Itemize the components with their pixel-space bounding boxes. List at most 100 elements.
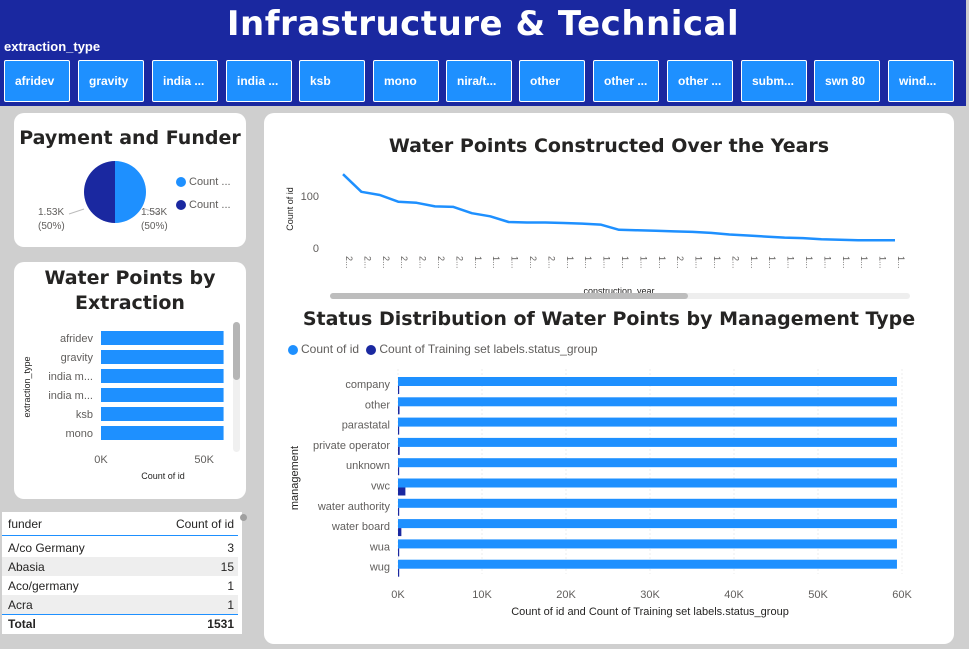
funder-table: funder Count of id A/co Germany 3 Abasia 1… [2, 512, 247, 634]
status-category-label: parastatal [342, 420, 390, 432]
extraction-bar[interactable] [101, 388, 224, 402]
slicer-button[interactable]: india ... [226, 60, 292, 102]
years-series-line[interactable] [342, 173, 895, 242]
status-bar-status-group[interactable] [398, 426, 400, 435]
status-bar-count-id[interactable] [398, 397, 897, 407]
slicer-button[interactable]: other ... [667, 60, 733, 102]
status-bar-status-group[interactable] [398, 467, 400, 476]
status-bar-status-group[interactable] [398, 487, 406, 496]
slicer-button[interactable]: ksb [299, 60, 365, 102]
status-bar-status-group[interactable] [398, 507, 400, 516]
years-x-tick: 2... [362, 256, 372, 269]
status-x-tick: 0K [391, 589, 405, 601]
status-category-label: wug [369, 562, 390, 574]
pie-slice[interactable] [115, 161, 146, 223]
extraction-category-label: india m... [48, 390, 93, 402]
extraction-category-label: mono [65, 428, 93, 440]
extraction-bar[interactable] [101, 331, 224, 345]
slicer-button[interactable]: nira/t... [446, 60, 512, 102]
status-category-label: unknown [346, 460, 390, 472]
pie-slice[interactable] [84, 161, 115, 223]
years-x-tick: 1... [859, 256, 869, 269]
slicer-button[interactable]: mono [373, 60, 439, 102]
status-category-label: vwc [371, 481, 390, 493]
years-scrollbar-thumb[interactable] [330, 293, 688, 299]
years-x-tick: 1... [473, 256, 483, 269]
years-x-tick: 1... [638, 256, 648, 269]
slicer-button[interactable]: wind... [888, 60, 954, 102]
years-line-chart: 0 100 2... 2... 2... 2... 2... 2... 2... 1... 1...… [285, 173, 906, 296]
extraction-x-label: Count of id [141, 471, 185, 481]
pie-legend-item-2[interactable]: Count ... [176, 199, 231, 211]
status-bar-chart: 0K 10K 20K 30K 40K 50K 60K company other parastat… [289, 369, 912, 618]
extraction-bar[interactable] [101, 369, 224, 383]
slicer-button[interactable]: other [519, 60, 585, 102]
status-bar-count-id[interactable] [398, 417, 897, 427]
table-row[interactable]: Aco/germany 1 [8, 578, 234, 593]
table-row[interactable]: Acra 1 [2, 595, 238, 614]
status-x-tick: 30K [640, 589, 660, 601]
years-x-tick: 2... [730, 256, 740, 269]
slicer-button[interactable]: india ... [152, 60, 218, 102]
slicer-button[interactable]: subm... [741, 60, 807, 102]
status-bar-status-group[interactable] [398, 446, 400, 455]
years-x-tick: 2... [399, 256, 409, 269]
years-x-label: construction_year [583, 286, 654, 296]
status-bar-status-group[interactable] [398, 548, 400, 557]
extraction-bar[interactable] [101, 426, 224, 440]
table-row[interactable]: A/co Germany 3 [8, 540, 234, 555]
years-x-tick: 2... [344, 256, 354, 269]
slicer-button[interactable]: other ... [593, 60, 659, 102]
table-total-row: Total 1531 [2, 614, 238, 633]
header-banner: Infrastructure & Technical extraction_ty… [0, 0, 966, 106]
extraction-bar[interactable] [101, 407, 224, 421]
years-scrollbar[interactable] [330, 293, 910, 299]
slicer-button[interactable]: gravity [78, 60, 144, 102]
status-bar-count-id[interactable] [398, 498, 897, 508]
extraction-category-label: india m... [48, 371, 93, 383]
status-bar-status-group[interactable] [398, 528, 402, 537]
status-bar-count-id[interactable] [398, 478, 897, 488]
years-x-tick: 1... [878, 256, 888, 269]
extraction-scrollbar[interactable] [233, 322, 240, 452]
pie-legend-item-1[interactable]: Count ... [176, 176, 231, 188]
payment-funder-card: Payment and Funder Count ... Count ... 1… [14, 113, 246, 247]
col-header-funder[interactable]: funder [8, 516, 43, 531]
pie-label-right: 1.53K (50%) [141, 207, 168, 232]
status-bar-status-group[interactable] [398, 406, 400, 415]
slicer-label: extraction_type [4, 39, 101, 54]
table-header-row: funder Count of id [2, 512, 238, 536]
legend-item-count-id[interactable]: Count of id [288, 342, 359, 356]
years-x-tick: 1... [786, 256, 796, 269]
extraction-bar[interactable] [101, 350, 224, 364]
status-bar-count-id[interactable] [398, 519, 897, 529]
years-x-tick: 1... [749, 256, 759, 269]
status-bar-count-id[interactable] [398, 458, 897, 468]
legend-item-status-group[interactable]: Count of Training set labels.status_grou… [366, 342, 598, 356]
col-header-count[interactable]: Count of id [175, 516, 234, 531]
years-y-tick: 100 [301, 191, 319, 203]
status-bar-status-group[interactable] [398, 568, 400, 577]
slicer-button[interactable]: swn 80 [814, 60, 880, 102]
main-charts-card: Water Points Constructed Over the Years … [264, 113, 954, 644]
status-bar-count-id[interactable] [398, 559, 897, 569]
table-row[interactable]: Abasia 15 [2, 557, 238, 576]
extraction-x-tick: 0K [94, 454, 108, 466]
table-scrollbar-icon[interactable] [240, 514, 247, 521]
slicer-button[interactable]: afridev [4, 60, 70, 102]
status-x-tick: 20K [556, 589, 576, 601]
extraction-category-label: gravity [61, 352, 94, 364]
extraction-x-tick: 50K [194, 454, 214, 466]
years-x-tick: 1... [657, 256, 667, 269]
extraction-scrollbar-thumb[interactable] [233, 322, 240, 380]
years-x-tick: 1... [510, 256, 520, 269]
page-title: Infrastructure & Technical [226, 4, 740, 44]
status-bar-count-id[interactable] [398, 377, 897, 386]
status-bar-count-id[interactable] [398, 539, 897, 549]
extraction-title: Water Points by Extraction [44, 267, 216, 314]
years-x-tick: 1... [822, 256, 832, 269]
status-bar-count-id[interactable] [398, 437, 897, 447]
extraction-category-label: ksb [76, 409, 93, 421]
status-bar-status-group[interactable] [398, 386, 400, 394]
years-x-tick: 1... [694, 256, 704, 269]
